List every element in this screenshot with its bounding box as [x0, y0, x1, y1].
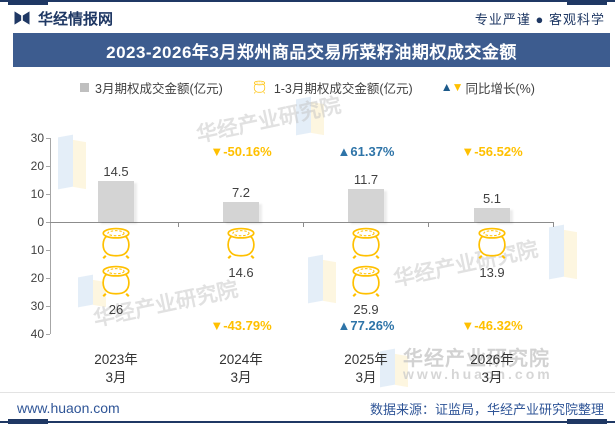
y-axis-tick: [46, 306, 50, 307]
top-border: [0, 0, 615, 2]
legend-item-cumulative: 1-3月期权成交金额(亿元): [251, 78, 413, 97]
yoy-cumulative-label: ▼-46.32%: [461, 318, 523, 333]
up-triangle-icon: ▲: [440, 80, 453, 94]
x-axis-label-month: 3月: [105, 370, 127, 385]
gold-pot-swatch-icon: [253, 80, 266, 94]
y-axis-line: [50, 138, 51, 334]
column-2024: ▼-50.16% 7.2 14.6 ▼-43.79% 2024年 3月: [179, 120, 303, 400]
huajing-logo-icon: [14, 11, 30, 25]
x-axis-label-year: 2025年: [344, 352, 388, 367]
legend: 3月期权成交金额(亿元) 1-3月期权成交金额(亿元) ▲ ▼ 同比增长(%): [0, 76, 615, 98]
gold-pot-icon: [352, 227, 380, 260]
y-axis-tick: [46, 278, 50, 279]
y-axis-tick: [46, 250, 50, 251]
cumulative-value-label: 26: [108, 302, 124, 317]
legend-label: 同比增长(%): [465, 81, 535, 96]
x-axis-tick: [553, 222, 554, 227]
x-axis-label-year: 2024年: [219, 352, 263, 367]
bottom-border: [0, 421, 615, 423]
gold-pot-icon: [102, 227, 130, 260]
y-tick-label: 10: [30, 243, 44, 257]
down-triangle-icon: ▼: [461, 144, 475, 159]
data-source-note: 数据来源：证监局，华经产业研究院整理: [369, 401, 604, 417]
gold-pot-icon: [102, 265, 130, 298]
yoy-march-label: ▲61.37%: [337, 144, 395, 159]
legend-label: 1-3月期权成交金额(亿元): [273, 81, 413, 96]
up-triangle-icon: ▲: [337, 318, 351, 333]
gray-bar-swatch-icon: [80, 82, 90, 92]
column-2025: ▲61.37% 11.7 25.9 ▲77.26% 2025年 3月: [304, 120, 428, 400]
bottom-right-border-block: [567, 419, 607, 424]
zero-axis-line: [50, 222, 554, 223]
y-axis-tick: [46, 194, 50, 195]
brand: 华经情报网: [12, 8, 113, 29]
y-axis-tick: [46, 222, 50, 223]
yoy-cumulative-label: ▲77.26%: [337, 318, 395, 333]
y-tick-label: 20: [30, 159, 44, 173]
bottom-left-border-block: [8, 419, 48, 424]
y-tick-label: 30: [30, 131, 44, 145]
x-axis-label-month: 3月: [230, 370, 252, 385]
y-axis-tick: [46, 166, 50, 167]
x-axis-tick: [178, 222, 179, 227]
column-2026: ▼-56.52% 5.1 13.9 ▼-46.32% 2026年 3月: [430, 120, 554, 400]
gold-pot-icon: [227, 227, 255, 260]
legend-item-march: 3月期权成交金额(亿元): [80, 78, 223, 97]
x-axis-label-year: 2026年: [470, 352, 514, 367]
chart-title: 2023-2026年3月郑州商品交易所菜籽油期权成交金额: [106, 42, 517, 62]
cumulative-value-label: 13.9: [479, 265, 505, 280]
footer-divider: [0, 392, 615, 393]
down-triangle-icon: ▼: [210, 144, 224, 159]
y-tick-label: 30: [30, 299, 44, 313]
x-axis-label-month: 3月: [481, 370, 503, 385]
footer: www.huaon.com 数据来源：证监局，华经产业研究院整理: [17, 396, 604, 420]
legend-item-yoy: ▲ ▼ 同比增长(%): [441, 78, 535, 97]
march-bar: [348, 189, 384, 222]
bar-value-label: 5.1: [482, 191, 502, 206]
y-tick-label: 20: [30, 271, 44, 285]
march-bar: [223, 202, 259, 222]
header-slogan: 专业严谨 ● 客观科学: [474, 11, 605, 27]
bar-value-label: 11.7: [353, 172, 379, 187]
march-bar: [474, 208, 510, 222]
gold-pot-icon: [478, 227, 506, 260]
y-tick-label: 40: [30, 327, 44, 341]
x-axis-tick: [303, 222, 304, 227]
yoy-cumulative-label: ▼-43.79%: [210, 318, 272, 333]
cumulative-value-label: 25.9: [353, 302, 379, 317]
title-bar: 2023-2026年3月郑州商品交易所菜籽油期权成交金额: [13, 33, 610, 67]
x-axis-tick: [428, 222, 429, 227]
yoy-march-label: ▼-56.52%: [461, 144, 523, 159]
bar-value-label: 7.2: [231, 185, 251, 200]
yoy-march-label: ▼-50.16%: [210, 144, 272, 159]
top-right-border-block: [567, 0, 607, 5]
march-bar: [98, 181, 134, 222]
gold-pot-icon: [352, 265, 380, 298]
footer-site-link[interactable]: www.huaon.com: [17, 400, 120, 416]
legend-label: 3月期权成交金额(亿元): [95, 81, 223, 96]
y-axis-tick: [46, 138, 50, 139]
brand-name: 华经情报网: [38, 10, 114, 28]
x-axis-label-year: 2023年: [94, 352, 138, 367]
bar-value-label: 14.5: [103, 164, 129, 179]
cumulative-value-label: 14.6: [228, 265, 254, 280]
y-tick-label: 0: [37, 215, 44, 229]
top-left-border-block: [8, 0, 48, 5]
up-triangle-icon: ▲: [337, 144, 351, 159]
column-2023: 14.5 26 2023年 3月: [54, 120, 178, 400]
down-triangle-icon: ▼: [461, 318, 475, 333]
down-triangle-icon: ▼: [451, 80, 464, 94]
y-tick-label: 10: [30, 187, 44, 201]
x-axis-label-month: 3月: [355, 370, 377, 385]
down-triangle-icon: ▼: [210, 318, 224, 333]
header: 华经情报网 专业严谨 ● 客观科学: [12, 4, 605, 32]
y-axis-tick: [46, 334, 50, 335]
